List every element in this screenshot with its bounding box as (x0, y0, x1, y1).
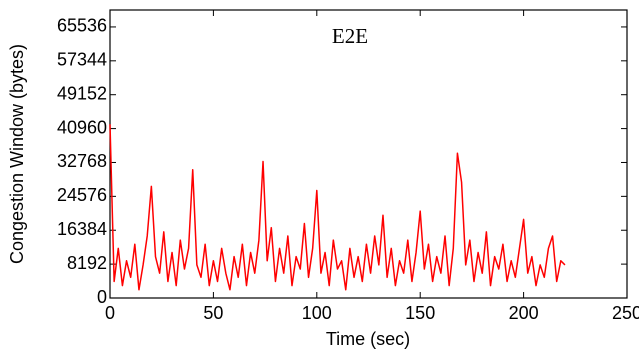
chart-title: E2E (332, 24, 368, 48)
x-tick-label: 250 (612, 303, 639, 323)
plot-frame (109, 9, 628, 299)
y-tick-label: 40960 (57, 117, 107, 137)
y-axis-label: Congestion Window (bytes) (7, 44, 27, 264)
data-line (109, 124, 566, 291)
y-tick-label: 8192 (67, 253, 107, 273)
y-tick-label: 65536 (57, 16, 107, 36)
y-tick-label: 49152 (57, 83, 107, 103)
y-tick-label: 16384 (57, 219, 107, 239)
x-tick-label: 100 (302, 303, 332, 323)
x-tick-label: 50 (203, 303, 223, 323)
y-tick-label: 0 (97, 287, 107, 307)
y-tick-label: 32768 (57, 151, 107, 171)
x-tick-label: 150 (405, 303, 435, 323)
y-tick-label: 57344 (57, 50, 107, 70)
x-tick-label: 0 (105, 303, 115, 323)
y-tick-label: 24576 (57, 185, 107, 205)
x-axis-label: Time (sec) (326, 329, 410, 349)
x-tick-label: 200 (509, 303, 539, 323)
